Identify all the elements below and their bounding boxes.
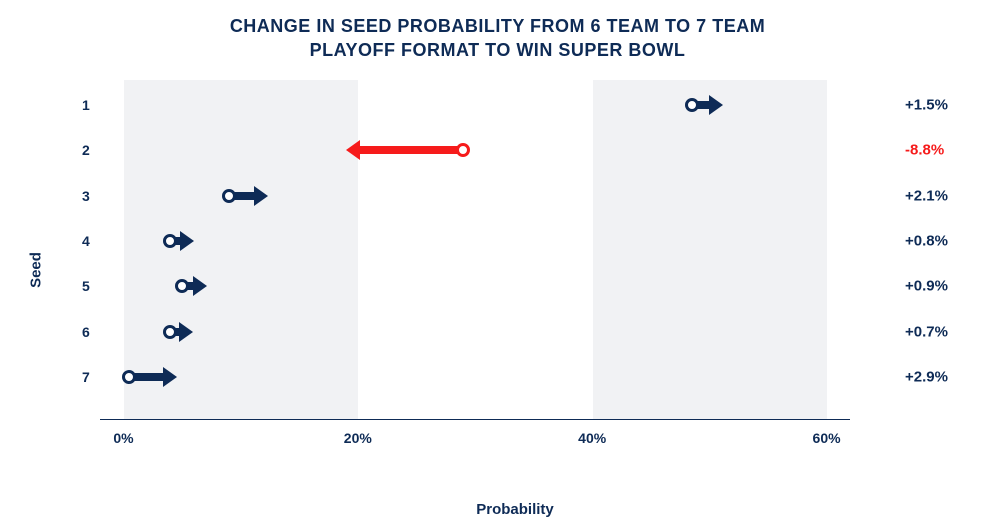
start-marker [685, 98, 699, 112]
x-tick-label: 0% [113, 430, 133, 446]
grid-line [592, 80, 593, 419]
delta-label: +2.1% [905, 187, 948, 204]
grid-line [123, 80, 124, 419]
arrow-head-icon [193, 276, 207, 296]
x-tick-label: 40% [578, 430, 606, 446]
start-marker [175, 279, 189, 293]
chart-title: CHANGE IN SEED PROBABILITY FROM 6 TEAM T… [0, 0, 995, 63]
y-tick-label: 1 [82, 97, 90, 113]
arrow-head-icon [709, 95, 723, 115]
x-tick-label: 20% [344, 430, 372, 446]
delta-label: +1.5% [905, 96, 948, 113]
start-marker [163, 234, 177, 248]
y-tick-label: 7 [82, 369, 90, 385]
arrow-head-icon [346, 140, 360, 160]
delta-label: +0.9% [905, 278, 948, 295]
chart-title-line2: PLAYOFF FORMAT TO WIN SUPER BOWL [0, 38, 995, 62]
grid-line [358, 80, 359, 419]
x-tick-label: 60% [813, 430, 841, 446]
delta-label: -8.8% [905, 142, 944, 159]
y-tick-label: 3 [82, 188, 90, 204]
arrow-head-icon [179, 322, 193, 342]
y-tick-label: 4 [82, 233, 90, 249]
grid-line [827, 80, 828, 419]
plot-area: 0%20%40%60%1234567+1.5%-8.8%+2.1%+0.8%+0… [100, 80, 850, 420]
chart-title-line1: CHANGE IN SEED PROBABILITY FROM 6 TEAM T… [0, 14, 995, 38]
start-marker [163, 325, 177, 339]
y-axis-label: Seed [27, 252, 44, 288]
grid-band [123, 80, 357, 419]
start-marker [456, 143, 470, 157]
grid-band [592, 80, 826, 419]
y-tick-label: 5 [82, 278, 90, 294]
arrow-head-icon [180, 231, 194, 251]
y-tick-label: 2 [82, 142, 90, 158]
start-marker [222, 189, 236, 203]
chart-container: Seed 0%20%40%60%1234567+1.5%-8.8%+2.1%+0… [80, 80, 950, 460]
arrow-head-icon [163, 367, 177, 387]
arrow-shaft [360, 146, 463, 154]
arrow-head-icon [254, 186, 268, 206]
y-tick-label: 6 [82, 324, 90, 340]
delta-label: +2.9% [905, 368, 948, 385]
delta-label: +0.7% [905, 323, 948, 340]
start-marker [122, 370, 136, 384]
delta-label: +0.8% [905, 232, 948, 249]
x-axis-label: Probability [476, 501, 554, 518]
